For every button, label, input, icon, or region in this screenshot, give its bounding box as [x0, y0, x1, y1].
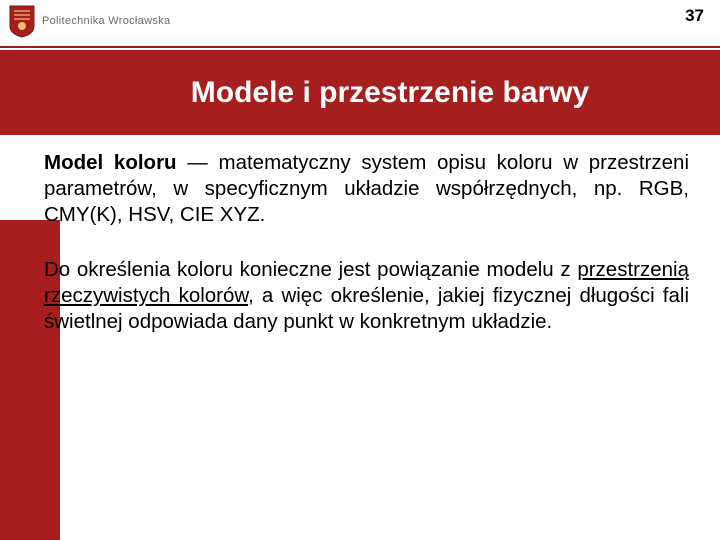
institution-logo: Politechnika Wrocławska [8, 4, 170, 38]
page-number: 37 [685, 6, 704, 26]
term-model-koloru: Model koloru [44, 151, 177, 174]
institution-name: Politechnika Wrocławska [42, 15, 170, 27]
paragraph-2-pre: Do określenia koloru konieczne jest powi… [44, 258, 577, 281]
header-bar: Politechnika Wrocławska 37 [0, 0, 720, 48]
slide-body: Model koloru — matematyczny system opisu… [44, 150, 689, 363]
paragraph-1: Model koloru — matematyczny system opisu… [44, 150, 689, 229]
shield-icon [8, 4, 36, 38]
slide-title: Modele i przestrzenie barwy [191, 76, 589, 110]
paragraph-2: Do określenia koloru konieczne jest powi… [44, 257, 689, 336]
title-band: Modele i przestrzenie barwy [60, 50, 720, 135]
